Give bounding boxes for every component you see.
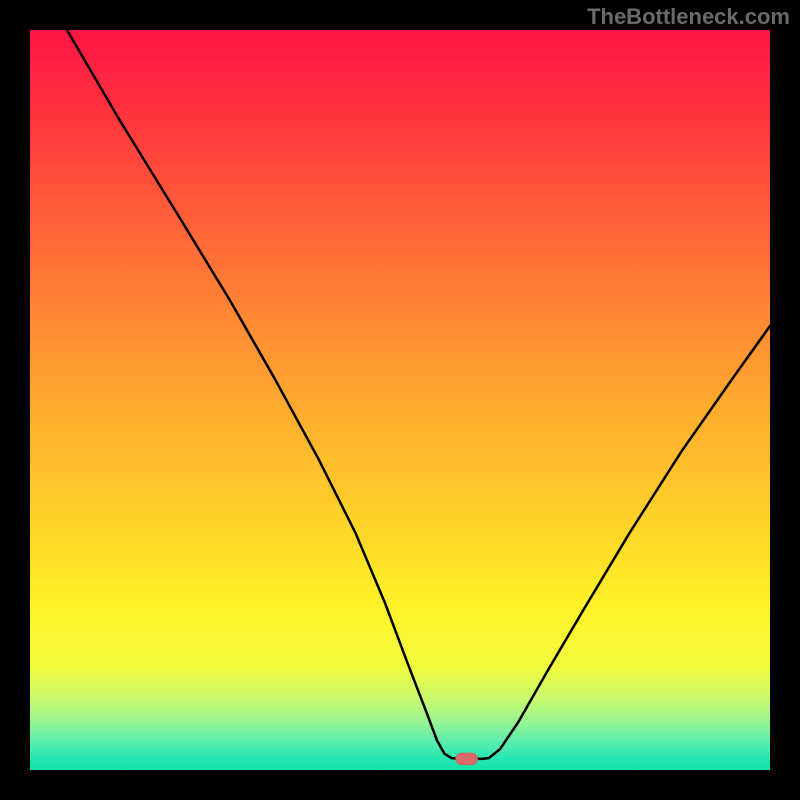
chart-container: TheBottleneck.com — [0, 0, 800, 800]
bottleneck-marker — [456, 753, 478, 765]
plot-background — [30, 30, 770, 770]
bottleneck-chart — [0, 0, 800, 800]
